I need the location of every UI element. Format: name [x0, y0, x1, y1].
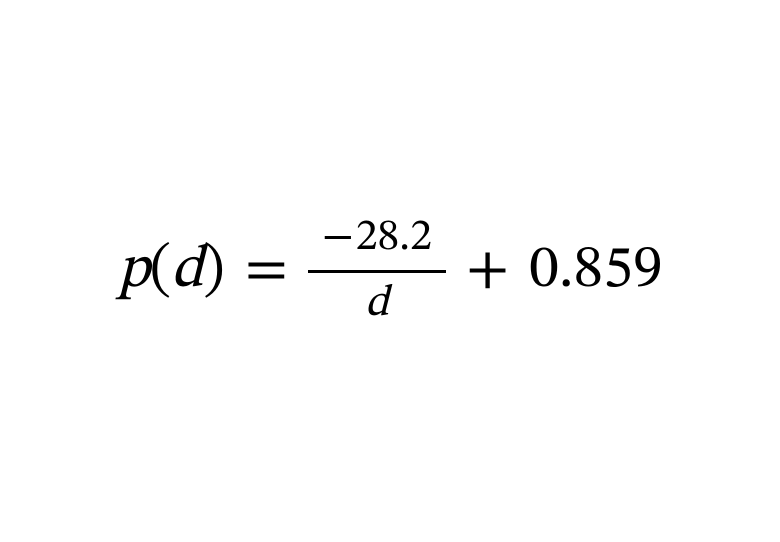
open-paren: (	[150, 234, 171, 309]
function-argument: d	[171, 234, 203, 309]
negative-sign: −	[322, 211, 354, 266]
function-name: p	[117, 234, 149, 309]
numerator: − 28.2	[314, 211, 440, 270]
fraction: − 28.2 d	[308, 211, 446, 332]
close-paren: )	[203, 234, 224, 309]
plus-operator: +	[466, 234, 509, 309]
equals-sign: =	[245, 234, 288, 309]
constant-term: 0.859	[529, 234, 663, 309]
denominator: d	[357, 273, 397, 332]
numerator-value: 28.2	[356, 211, 432, 266]
math-equation: p ( d ) = − 28.2 d + 0.859	[117, 211, 662, 332]
equation-lhs: p ( d )	[117, 234, 224, 309]
